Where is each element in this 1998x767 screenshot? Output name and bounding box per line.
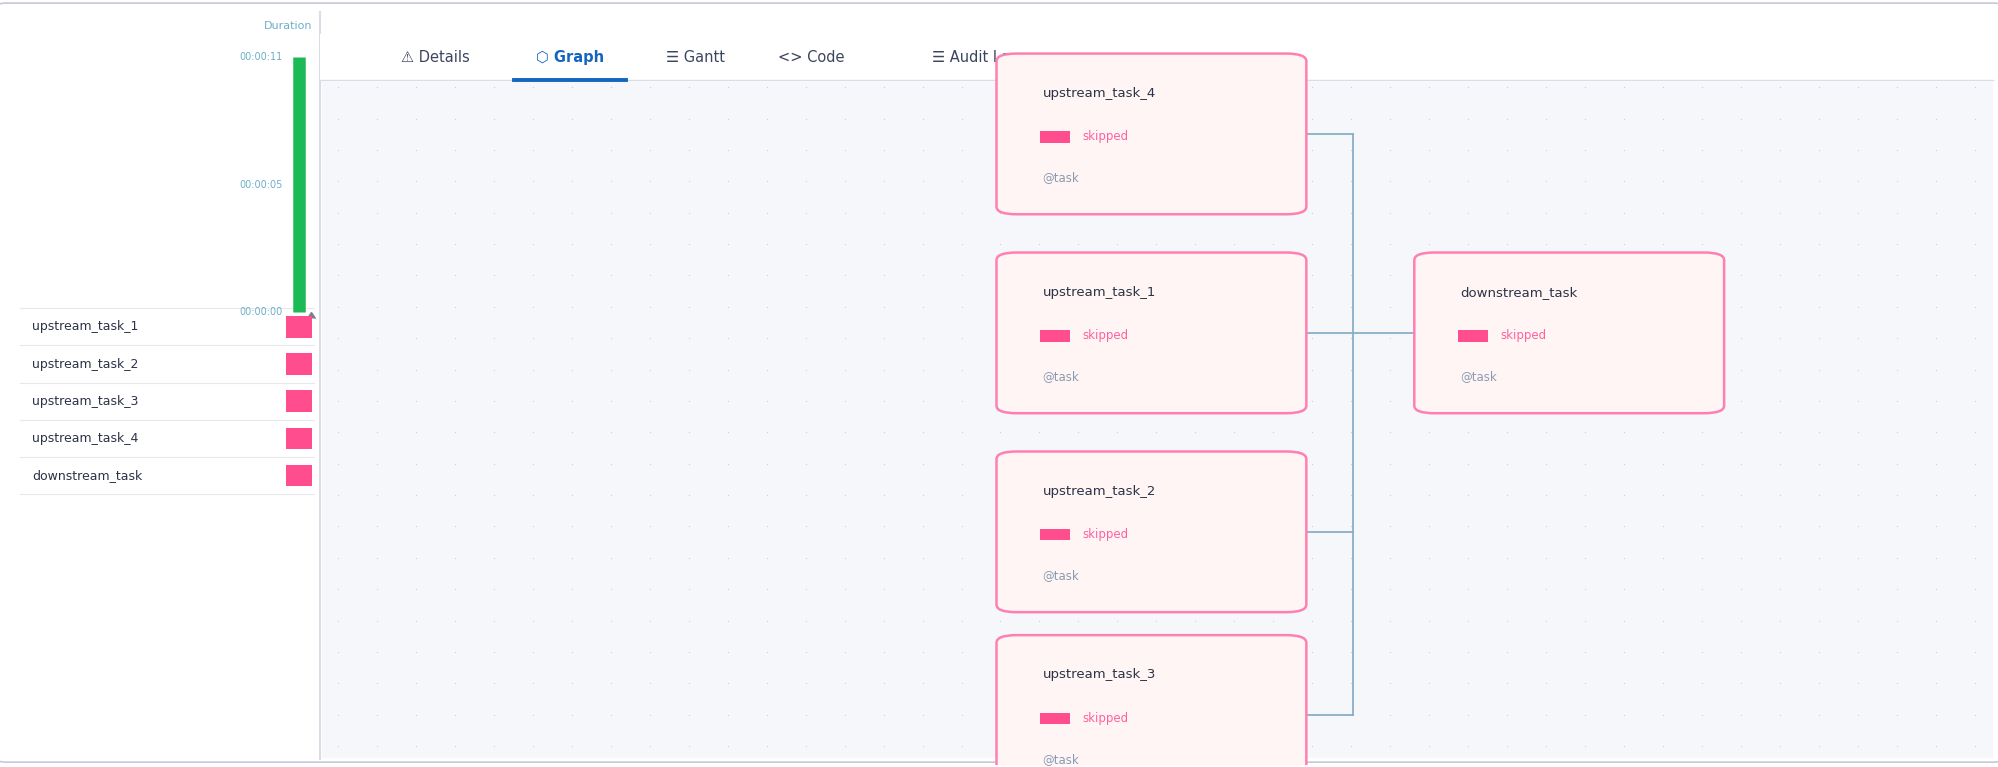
Text: Duration: Duration — [264, 21, 312, 31]
FancyBboxPatch shape — [1039, 131, 1071, 143]
Text: @task: @task — [1043, 370, 1079, 383]
Text: @task: @task — [1043, 171, 1079, 184]
Text: @task: @task — [1043, 569, 1079, 582]
Text: upstream_task_4: upstream_task_4 — [1043, 87, 1155, 100]
FancyBboxPatch shape — [286, 465, 312, 486]
FancyBboxPatch shape — [995, 252, 1307, 413]
Text: upstream_task_1: upstream_task_1 — [32, 321, 138, 334]
FancyBboxPatch shape — [320, 35, 1992, 81]
Text: ☰ Audit Log: ☰ Audit Log — [931, 50, 1019, 65]
FancyBboxPatch shape — [0, 3, 1998, 762]
Text: @task: @task — [1459, 370, 1497, 383]
Text: upstream_task_3: upstream_task_3 — [32, 395, 138, 408]
Text: upstream_task_4: upstream_task_4 — [32, 432, 138, 445]
FancyBboxPatch shape — [995, 635, 1307, 767]
FancyBboxPatch shape — [995, 54, 1307, 214]
Text: @task: @task — [1043, 752, 1079, 765]
Text: <> Code: <> Code — [777, 50, 845, 65]
Text: ⚠ Details: ⚠ Details — [402, 50, 470, 65]
FancyBboxPatch shape — [1039, 330, 1071, 341]
Text: upstream_task_2: upstream_task_2 — [1043, 485, 1155, 498]
FancyBboxPatch shape — [1415, 252, 1722, 413]
Text: skipped: skipped — [1083, 130, 1129, 143]
Text: skipped: skipped — [1498, 329, 1546, 342]
FancyBboxPatch shape — [1039, 529, 1071, 541]
FancyBboxPatch shape — [286, 427, 312, 449]
Text: 00:00:05: 00:00:05 — [240, 179, 284, 189]
FancyBboxPatch shape — [995, 452, 1307, 612]
Text: 00:00:00: 00:00:00 — [240, 308, 284, 318]
FancyBboxPatch shape — [286, 390, 312, 412]
FancyBboxPatch shape — [286, 316, 312, 337]
Text: skipped: skipped — [1083, 329, 1129, 342]
Text: ☰ Gantt: ☰ Gantt — [665, 50, 725, 65]
FancyBboxPatch shape — [322, 82, 1992, 758]
FancyBboxPatch shape — [286, 354, 312, 375]
Text: skipped: skipped — [1083, 712, 1129, 725]
Text: upstream_task_3: upstream_task_3 — [1043, 668, 1155, 681]
Text: upstream_task_1: upstream_task_1 — [1043, 285, 1155, 298]
Text: skipped: skipped — [1083, 528, 1129, 542]
Text: downstream_task: downstream_task — [32, 469, 142, 482]
FancyBboxPatch shape — [1459, 330, 1487, 341]
Text: downstream_task: downstream_task — [1459, 285, 1576, 298]
Text: ⬡ Graph: ⬡ Graph — [535, 50, 603, 65]
Text: 00:00:11: 00:00:11 — [240, 52, 284, 62]
Text: upstream_task_2: upstream_task_2 — [32, 357, 138, 370]
FancyBboxPatch shape — [1039, 713, 1071, 724]
